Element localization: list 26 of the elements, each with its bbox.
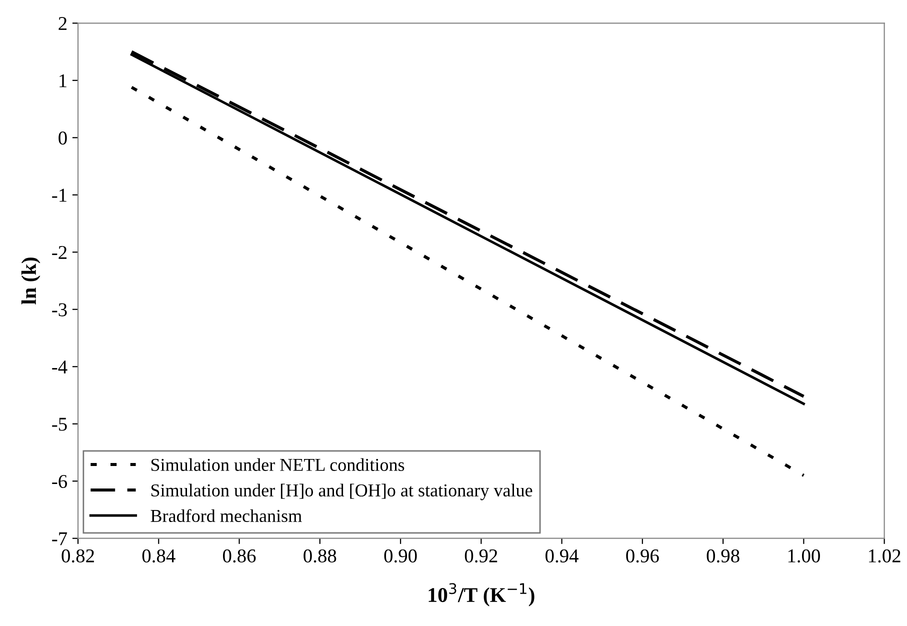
x-tick-label: 0.84 [142,549,176,563]
y-tick-label: 1 [60,74,66,88]
y-tick-label: -1 [52,188,66,202]
x-axis-title: 10$^{3}$/T (K$^{−1}$) [428,583,534,606]
y-tick-label: 2 [58,17,67,30]
x-tick-label: 0.90 [384,549,417,563]
y-tick-label: -2 [52,246,67,259]
legend-label: Bradford mechanism [150,509,302,522]
x-tick-label: 0.94 [546,549,579,563]
y-tick-label: -7 [52,532,68,546]
x-tick-label: 0.86 [222,549,256,563]
x-tick-label: 0.88 [304,549,336,563]
x-tick-label: 1.00 [788,549,820,563]
y-axis-title: ln (k) [21,258,40,304]
y-tick-label: -6 [52,474,68,488]
y-tick-label: -3 [52,303,67,316]
y-tick-label: -4 [52,360,68,374]
x-tick-label: 0.82 [62,549,94,563]
legend-label: Simulation under [H]o and [OH]o at stationary value [151,484,532,500]
y-tick-label: 0 [58,131,67,145]
y-tick-label: -5 [52,418,67,431]
x-tick-label: 0.98 [706,549,740,563]
x-tick-label: 0.96 [626,549,659,563]
x-tick-label: 0.92 [464,549,498,563]
x-tick-label: 1.02 [869,549,900,563]
legend-label: Simulation under NETL conditions [151,458,404,471]
